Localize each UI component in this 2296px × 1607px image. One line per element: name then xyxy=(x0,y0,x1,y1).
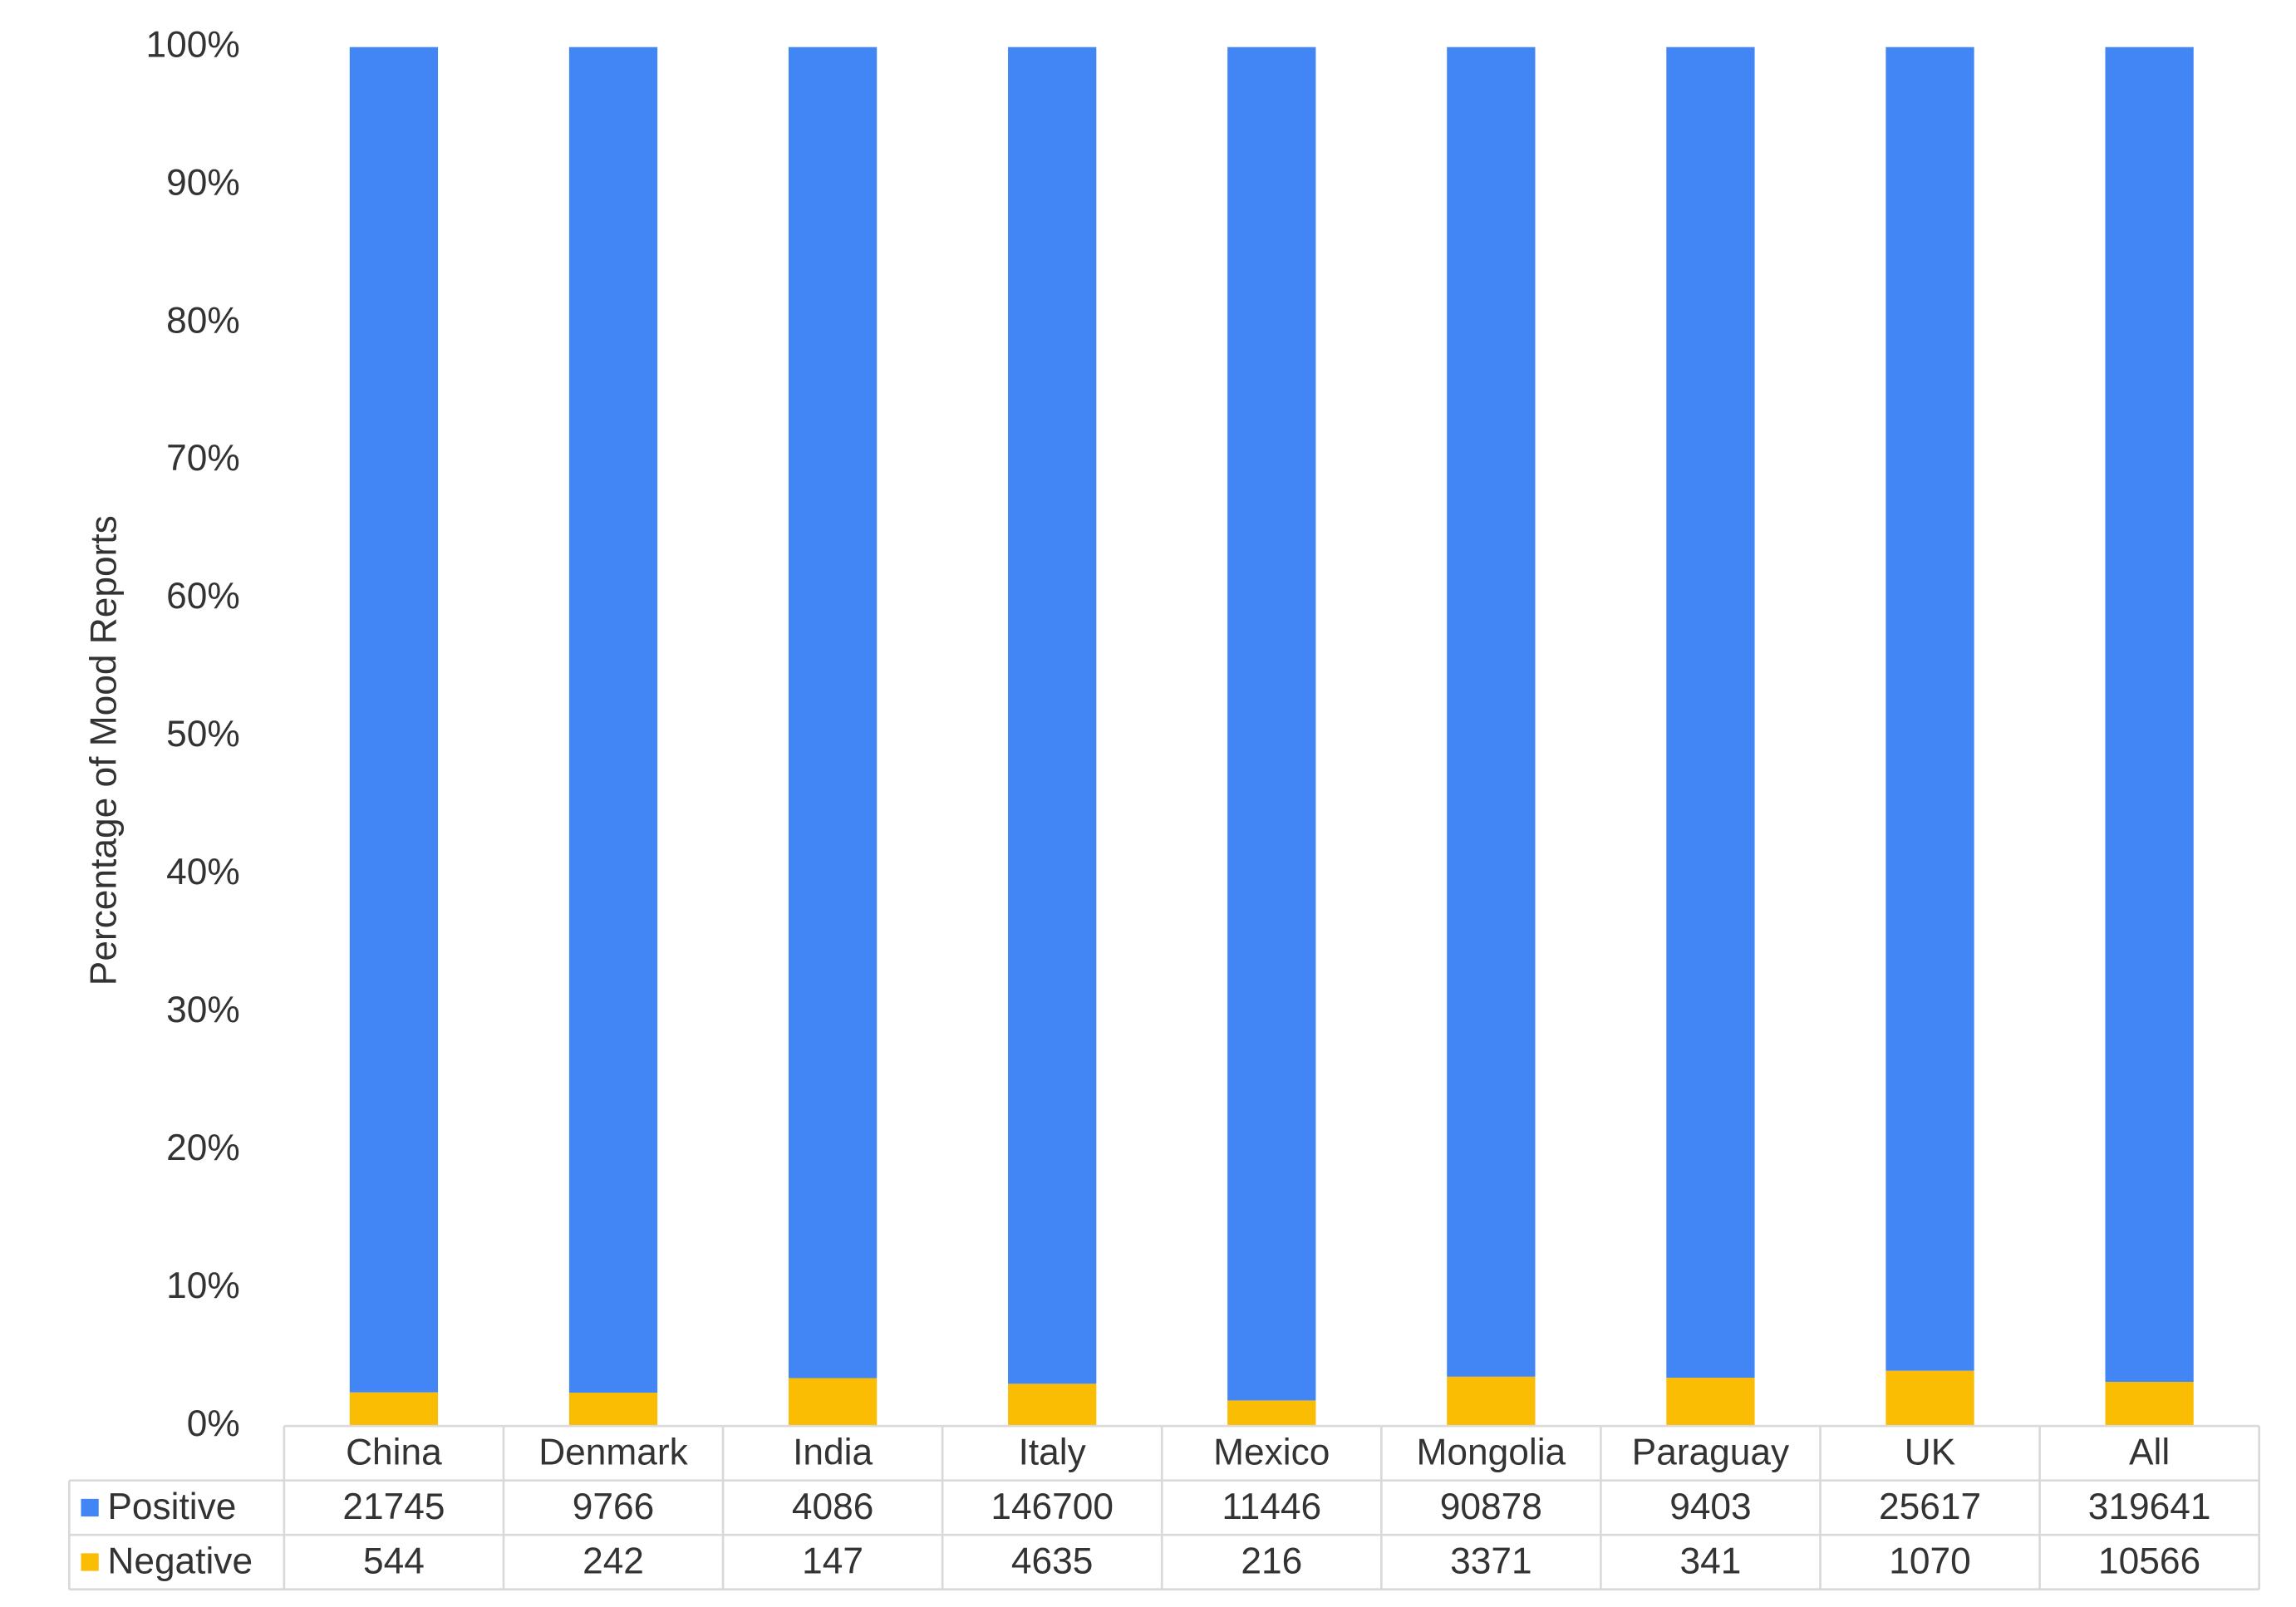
table-value: 1070 xyxy=(1889,1541,1970,1581)
y-tick-label: 80% xyxy=(166,300,240,341)
bar-segment xyxy=(1008,47,1097,1384)
bar-segment xyxy=(1885,47,1974,1371)
y-tick-label: 10% xyxy=(166,1265,240,1306)
table-value: 4086 xyxy=(792,1487,873,1527)
table-value: 216 xyxy=(1241,1541,1302,1581)
table-value: 544 xyxy=(363,1541,425,1581)
bar-segment xyxy=(349,47,439,1393)
y-tick-label: 0% xyxy=(187,1403,240,1444)
table-value: 9766 xyxy=(573,1487,654,1527)
bar-segment xyxy=(1447,47,1536,1377)
x-tick-label: Italy xyxy=(1019,1432,1087,1472)
table-value: 90878 xyxy=(1440,1487,1542,1527)
table-value: 242 xyxy=(583,1541,644,1581)
bar-segment xyxy=(1666,47,1755,1378)
table-value: 21745 xyxy=(342,1487,445,1527)
table-value: 4635 xyxy=(1011,1541,1093,1581)
x-tick-label: All xyxy=(2129,1432,2170,1472)
legend-label: Negative xyxy=(107,1541,253,1581)
table-value: 319641 xyxy=(2088,1487,2211,1527)
table-value: 147 xyxy=(802,1541,863,1581)
legend-swatch xyxy=(81,1553,99,1571)
y-axis-label: Percentage of Mood Reports xyxy=(83,515,124,985)
y-tick-label: 90% xyxy=(166,162,240,203)
legend-swatch xyxy=(81,1498,99,1517)
table-value: 3371 xyxy=(1450,1541,1531,1581)
bar-segment xyxy=(2105,47,2194,1383)
x-tick-label: Mexico xyxy=(1213,1432,1330,1472)
y-tick-label: 30% xyxy=(166,990,240,1030)
legend-label: Positive xyxy=(107,1487,236,1527)
bar-segment xyxy=(1666,1378,1755,1427)
bar-segment xyxy=(568,1393,658,1427)
bar-segment xyxy=(788,47,878,1378)
table-value: 341 xyxy=(1680,1541,1742,1581)
x-tick-label: India xyxy=(793,1432,873,1472)
x-tick-label: Denmark xyxy=(538,1432,688,1472)
y-tick-label: 60% xyxy=(166,576,240,617)
bar-segment xyxy=(1008,1383,1097,1427)
y-tick-label: 50% xyxy=(166,714,240,754)
bar-segment xyxy=(568,47,658,1393)
bar-segment xyxy=(349,1392,439,1427)
x-tick-label: Mongolia xyxy=(1417,1432,1566,1472)
x-tick-label: Paraguay xyxy=(1632,1432,1790,1472)
y-tick-label: 100% xyxy=(146,24,240,65)
table-value: 146700 xyxy=(991,1487,1114,1527)
x-tick-label: China xyxy=(346,1432,442,1472)
bar-segment xyxy=(1447,1376,1536,1427)
bar-segment xyxy=(2105,1382,2194,1427)
bar-segment xyxy=(1227,1400,1316,1427)
bar-segment xyxy=(1227,47,1316,1401)
table-value: 10566 xyxy=(2098,1541,2200,1581)
table-value: 9403 xyxy=(1669,1487,1751,1527)
y-tick-label: 70% xyxy=(166,438,240,479)
bar-segment xyxy=(788,1378,878,1427)
y-tick-label: 20% xyxy=(166,1128,240,1168)
table-value: 25617 xyxy=(1879,1487,1981,1527)
bar-segment xyxy=(1885,1370,1974,1427)
table-value: 11446 xyxy=(1222,1487,1321,1527)
y-tick-label: 40% xyxy=(166,852,240,892)
x-tick-label: UK xyxy=(1905,1432,1956,1472)
